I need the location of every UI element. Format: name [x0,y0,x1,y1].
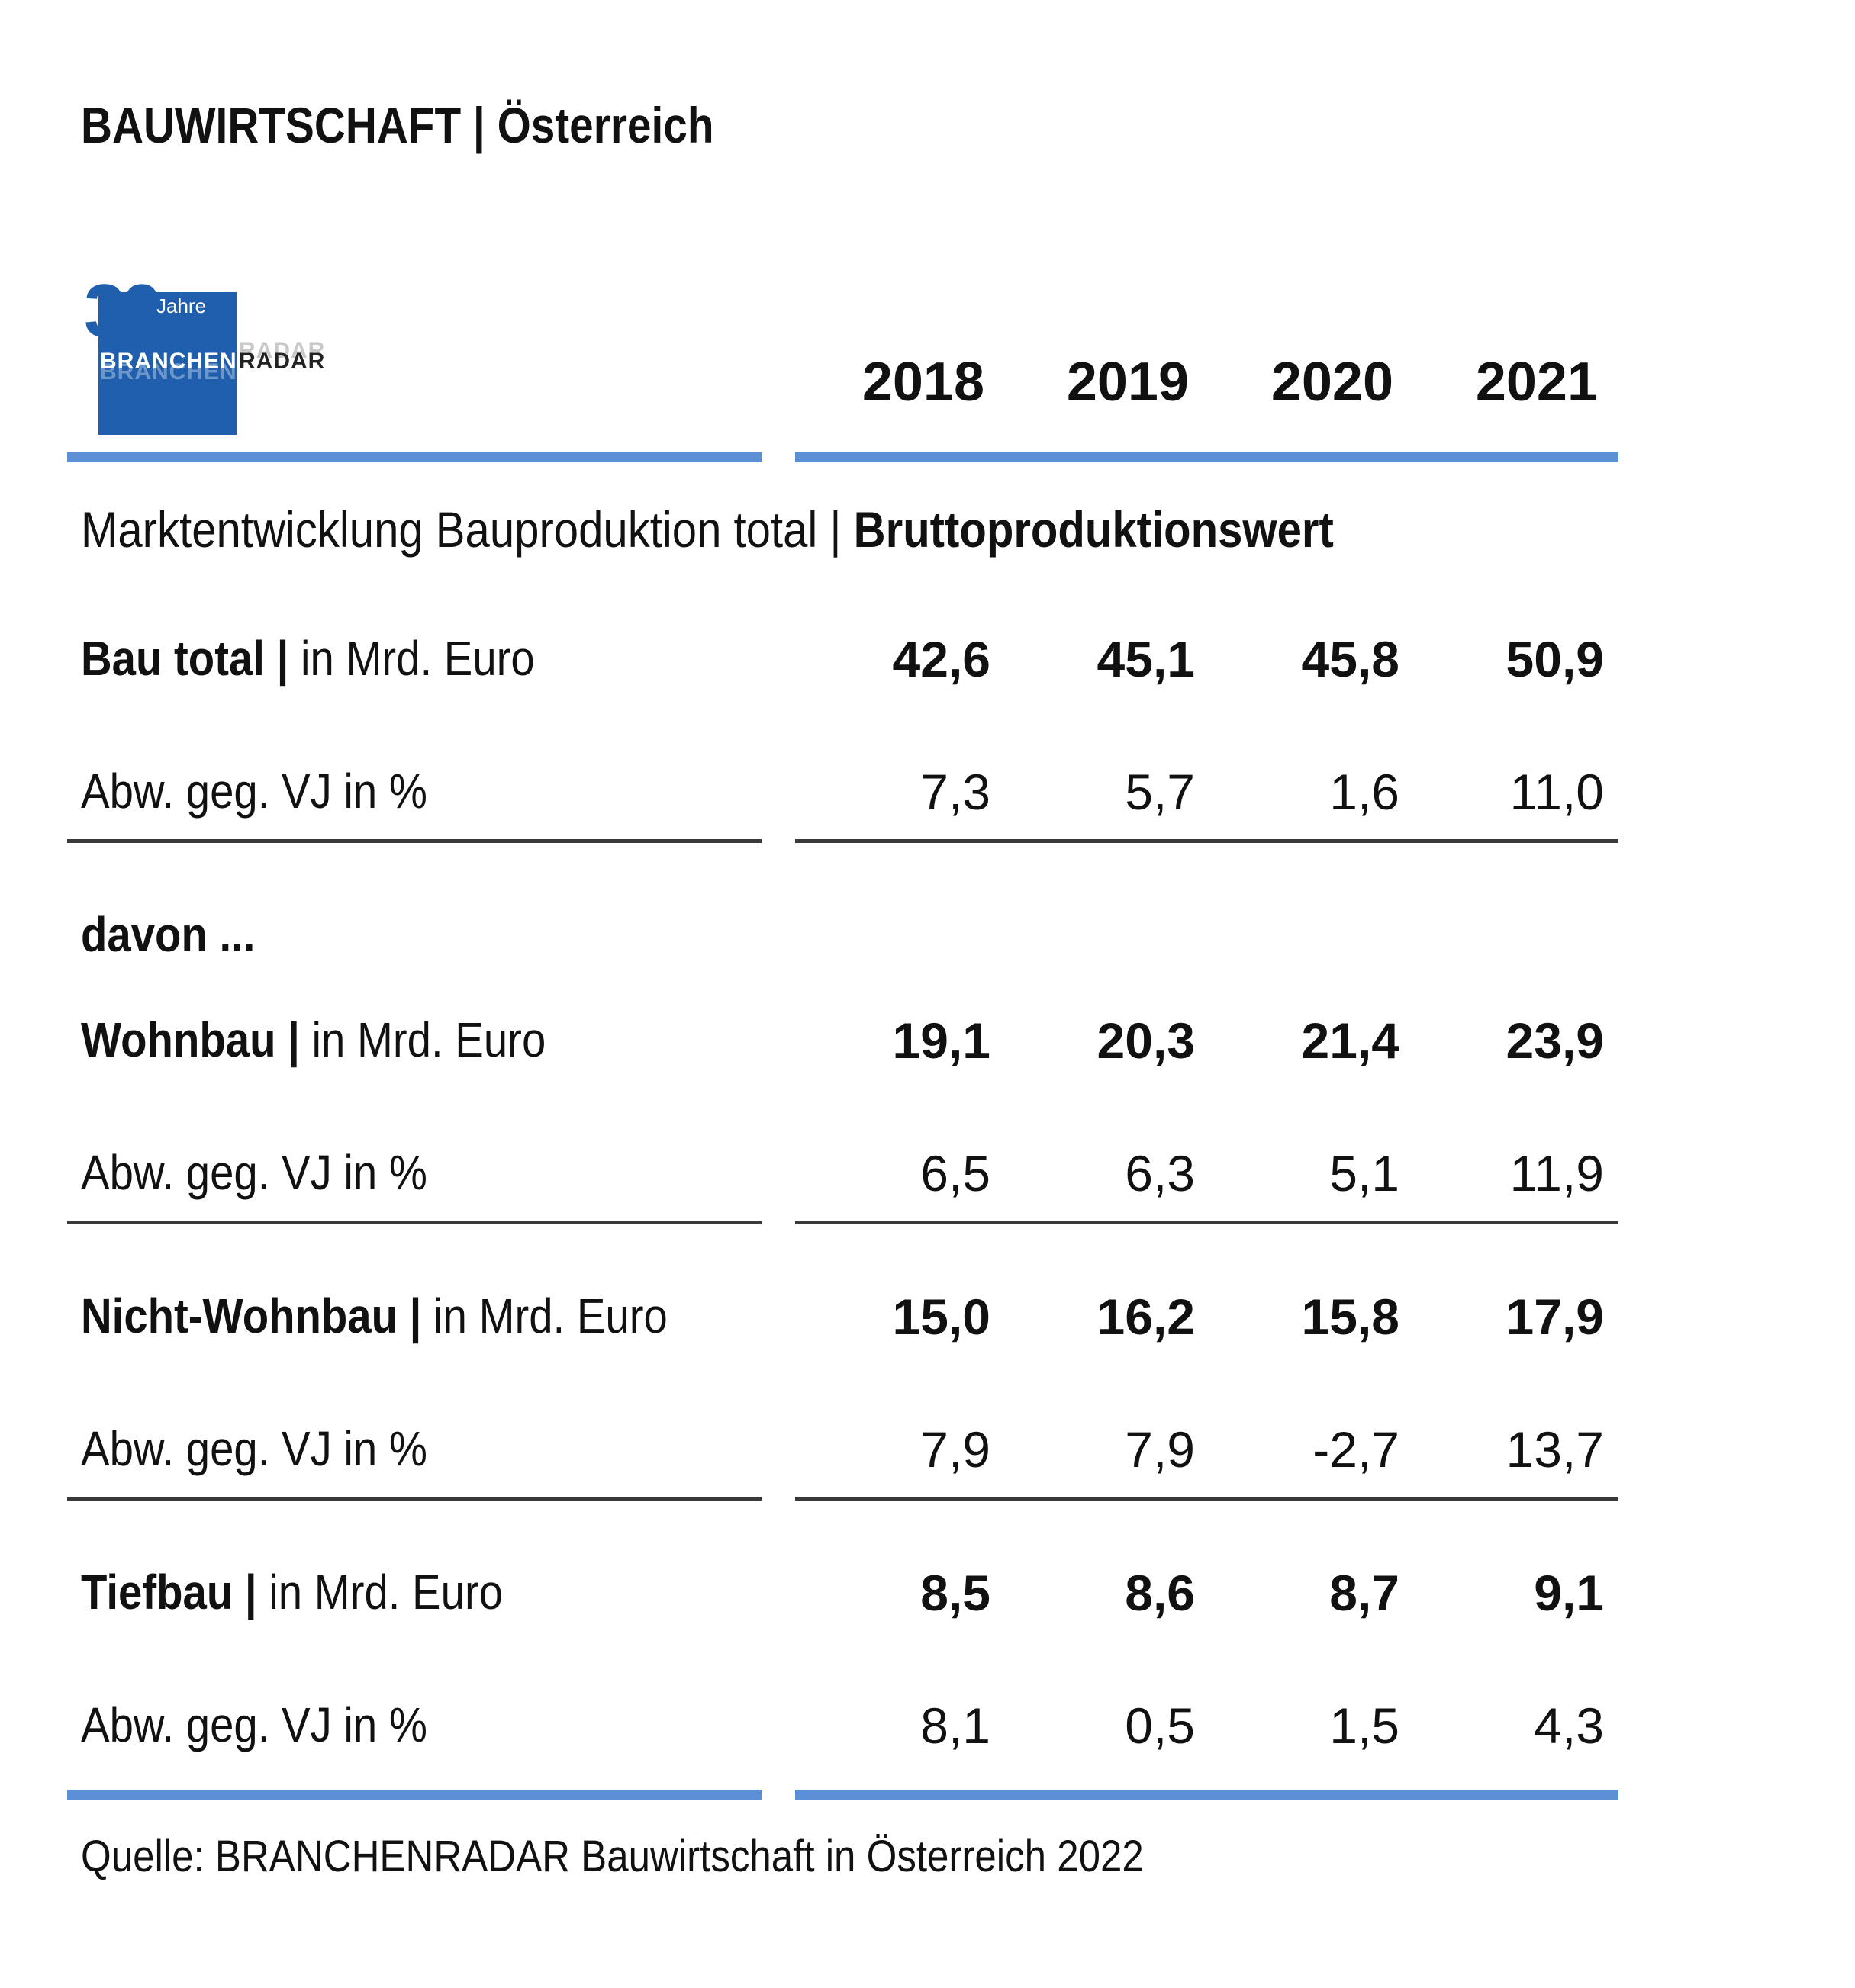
cell-wohnbau-change-2018: 6,5 [920,1145,990,1201]
cell-nicht-wohnbau-2020: 15,8 [1301,1288,1399,1345]
cell-tiefbau-change-2019: 0,5 [1125,1697,1195,1754]
cell-bau-total-2018: 42,6 [892,631,990,687]
cell-tiefbau-change-2021: 4,3 [1534,1697,1604,1754]
cell-bau-total-change-2018: 7,3 [920,764,990,820]
cell-nicht-wohnbau-2019: 16,2 [1097,1288,1195,1345]
cell-wohnbau-2021: 23,9 [1506,1012,1604,1069]
divider-left [67,839,762,843]
cell-bau-total-2020: 45,8 [1301,631,1399,687]
row-label-strong: Wohnbau | [81,1012,300,1067]
logo-radar-text: RADAR [239,349,326,374]
cell-tiefbau-change-2018: 8,1 [920,1697,990,1754]
cell-wohnbau-change-2020: 5,1 [1329,1145,1399,1201]
year-header-2020: 2020 [1270,352,1393,413]
section-title: Marktentwicklung Bauproduktion total | B… [81,500,1334,558]
footer-rule-right [795,1790,1618,1800]
divider-left [67,1221,762,1224]
davon-label: davon ... [81,907,256,962]
row-label-bau-total-change: Abw. geg. VJ in % [81,764,427,819]
row-label-nicht-wohnbau: Nicht-Wohnbau | in Mrd. Euro [81,1288,668,1344]
row-label-strong: Bau total | [81,631,289,686]
cell-nicht-wohnbau-change-2018: 7,9 [920,1421,990,1478]
divider-right [795,1497,1618,1501]
cell-wohnbau-2020: 21,4 [1301,1012,1399,1069]
cell-bau-total-change-2020: 1,6 [1329,764,1399,820]
cell-tiefbau-2019: 8,6 [1125,1565,1195,1621]
row-label-wohnbau-change: Abw. geg. VJ in % [81,1145,427,1200]
header-rule-right [795,452,1618,462]
row-label-strong: Nicht-Wohnbau | [81,1288,422,1343]
branchenradar-logo: 30 Jahre BRANCHEN RADAR [84,269,328,435]
section-title-prefix: Marktentwicklung Bauproduktion total | [81,501,854,558]
year-header-2021: 2021 [1475,352,1598,413]
cell-nicht-wohnbau-change-2019: 7,9 [1125,1421,1195,1478]
cell-bau-total-change-2021: 11,0 [1509,764,1604,820]
cell-tiefbau-2018: 8,5 [920,1565,990,1621]
row-label-nicht-wohnbau-change: Abw. geg. VJ in % [81,1421,427,1476]
cell-tiefbau-change-2020: 1,5 [1329,1697,1399,1754]
cell-wohnbau-2019: 20,3 [1097,1012,1195,1069]
year-header-2018: 2018 [861,352,984,413]
row-label-tiefbau-change: Abw. geg. VJ in % [81,1697,427,1752]
row-label-rest: in Mrd. Euro [299,1012,546,1067]
logo-branchen-text: BRANCHEN [100,349,237,374]
header-rule-left [67,452,762,462]
cell-tiefbau-2021: 9,1 [1534,1565,1604,1621]
page-title: BAUWIRTSCHAFT | Österreich [81,97,714,153]
cell-wohnbau-2018: 19,1 [892,1012,990,1069]
row-label-bau-total: Bau total | in Mrd. Euro [81,630,535,687]
row-label-rest: in Mrd. Euro [256,1565,504,1620]
cell-bau-total-change-2019: 5,7 [1125,764,1195,820]
cell-bau-total-2019: 45,1 [1097,631,1195,687]
logo-background [98,292,237,435]
row-label-rest: in Mrd. Euro [421,1288,668,1343]
section-title-bold: Bruttoproduktionswert [853,501,1334,558]
cell-nicht-wohnbau-change-2021: 13,7 [1506,1421,1604,1478]
cell-bau-total-2021: 50,9 [1506,631,1604,687]
source-note: Quelle: BRANCHENRADAR Bauwirtschaft in Ö… [81,1832,1144,1881]
row-label-rest: in Mrd. Euro [288,631,535,686]
row-label-tiefbau: Tiefbau | in Mrd. Euro [81,1564,503,1620]
cell-tiefbau-2020: 8,7 [1329,1565,1399,1621]
cell-wohnbau-change-2019: 6,3 [1125,1145,1195,1201]
year-header-2019: 2019 [1066,352,1189,413]
cell-nicht-wohnbau-change-2020: -2,7 [1312,1421,1399,1478]
row-label-wohnbau: Wohnbau | in Mrd. Euro [81,1012,546,1068]
divider-left [67,1497,762,1501]
cell-nicht-wohnbau-2021: 17,9 [1506,1288,1604,1345]
logo-number: 30 [84,269,163,352]
logo-jahre-label: Jahre [156,294,207,317]
divider-right [795,839,1618,843]
divider-right [795,1221,1618,1224]
row-label-strong: Tiefbau | [81,1565,257,1620]
cell-nicht-wohnbau-2018: 15,0 [892,1288,990,1345]
footer-rule-left [67,1790,762,1800]
cell-wohnbau-change-2021: 11,9 [1509,1145,1604,1201]
